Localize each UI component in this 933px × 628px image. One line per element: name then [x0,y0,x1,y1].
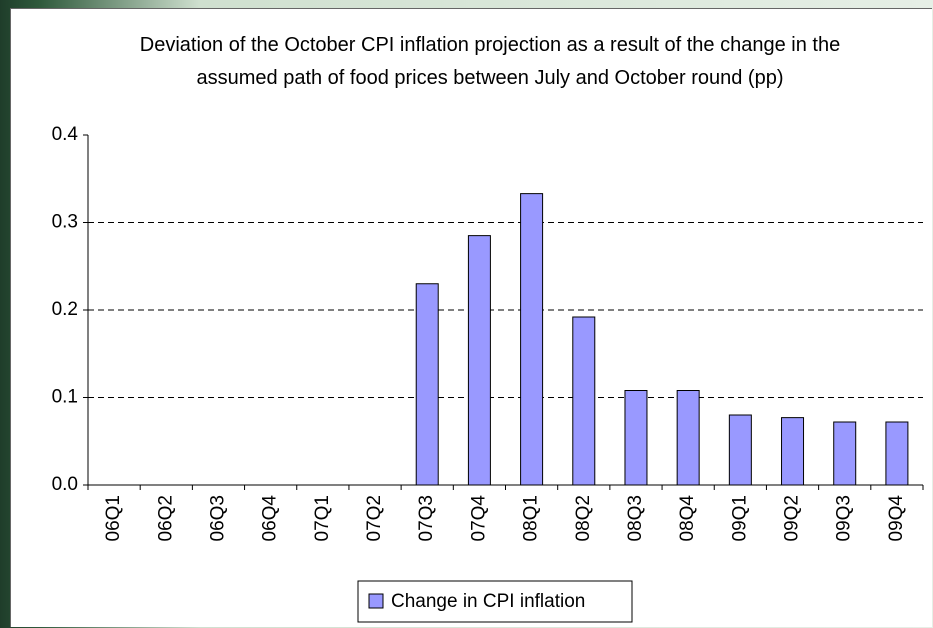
bar [676,390,700,486]
x-tick-label: 08Q2 [573,495,594,541]
bar [781,417,805,486]
x-tick-label: 08Q4 [677,495,698,542]
y-tick-label: 0.1 [52,387,78,408]
legend-label: Change in CPI inflation [391,591,585,612]
x-tick-label: 06Q1 [103,495,124,541]
x-tick-label: 08Q3 [625,495,646,541]
y-tick-label: 0.4 [52,124,79,145]
x-tick-label: 06Q3 [207,495,228,541]
x-tick-label: 09Q3 [834,495,855,541]
bar [520,193,544,486]
bar [572,316,596,486]
x-tick-label: 09Q4 [886,495,907,542]
bar [885,421,909,486]
x-tick-label: 09Q2 [782,495,803,541]
y-tick-label: 0.0 [52,474,78,495]
y-tick-label: 0.2 [52,299,78,320]
chart-title: Deviation of the October CPI inflation p… [139,34,841,89]
legend-box [357,580,633,623]
x-tick-label: 06Q2 [155,495,176,541]
y-tick-label: 0.3 [52,212,78,233]
bar [833,421,857,486]
bar [467,235,491,486]
bar [728,414,752,486]
bar [415,283,439,486]
bar [624,390,648,486]
x-tick-label: 07Q2 [364,495,385,541]
x-tick-label: 09Q1 [729,495,750,541]
x-tick-label: 06Q4 [260,495,281,542]
x-tick-label: 07Q1 [312,495,333,541]
x-tick-label: 08Q1 [521,495,542,541]
x-tick-label: 07Q3 [416,495,437,541]
legend-swatch [368,593,384,609]
x-tick-label: 07Q4 [468,495,489,542]
